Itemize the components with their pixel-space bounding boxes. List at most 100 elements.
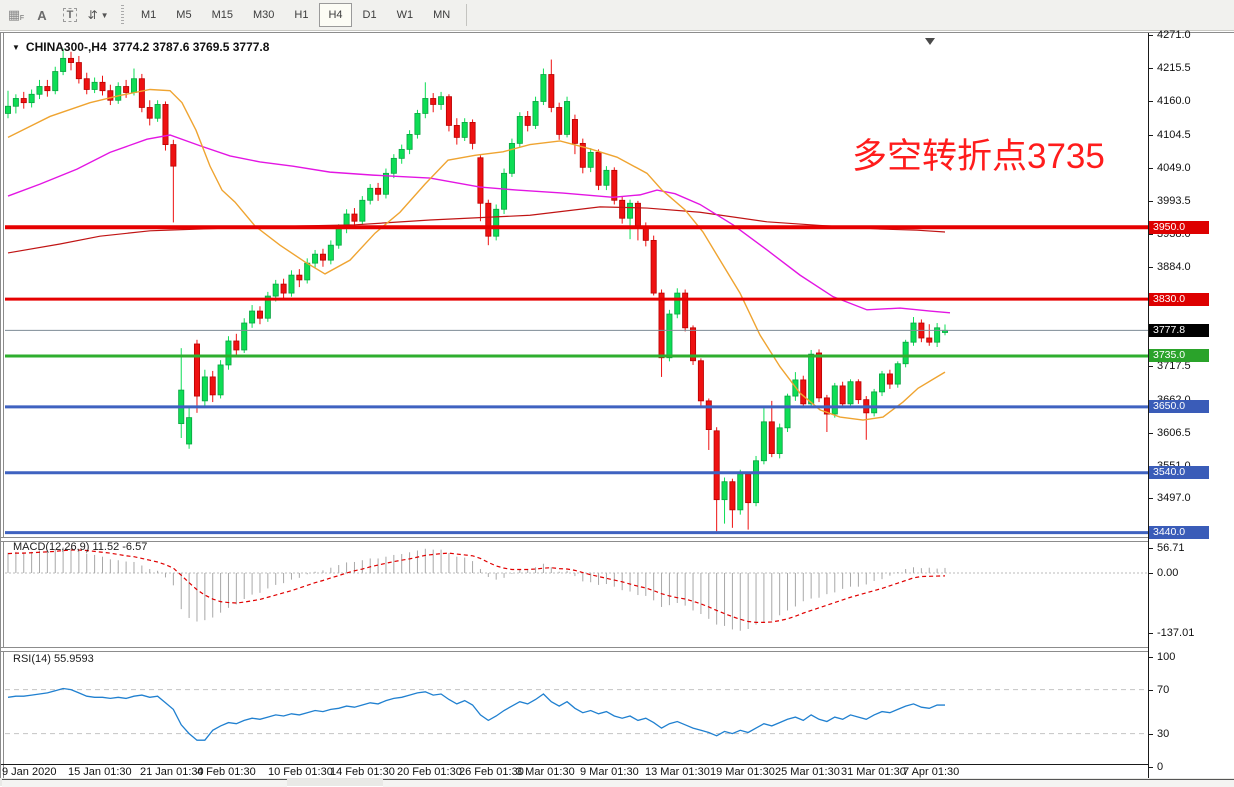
text-label-icon: T <box>62 8 78 22</box>
text-a-button[interactable]: A <box>29 2 55 28</box>
arrows-swap-button[interactable]: ⇵ ▼ <box>85 2 111 28</box>
candle <box>296 269 303 288</box>
time-axis-label: 20 Feb 01:30 <box>397 766 462 778</box>
dotted-grid-icon: ▦ F <box>7 7 25 22</box>
time-axis-label: 9 Mar 01:30 <box>580 766 639 778</box>
price-tick <box>1149 134 1153 136</box>
candle <box>886 369 893 389</box>
candle <box>154 100 161 122</box>
timeframe-button-w1[interactable]: W1 <box>396 9 414 21</box>
candle <box>816 349 823 403</box>
candle <box>327 240 334 265</box>
candle <box>658 289 665 377</box>
candle <box>115 82 122 104</box>
chart-frame-left-inner-border <box>3 32 4 786</box>
text-label-button[interactable]: T <box>57 2 83 28</box>
price-tick <box>1149 366 1153 368</box>
price-badge-3540.0: 3540.0 <box>1149 466 1209 480</box>
candle <box>469 119 476 150</box>
chart-expander-icon[interactable]: ▼ <box>12 42 20 52</box>
candle <box>634 200 641 241</box>
annotation-text[interactable]: 多空转折点3735 <box>852 137 1105 176</box>
timeframe-button-h1[interactable]: H1 <box>294 9 309 21</box>
candle <box>20 91 27 109</box>
price-tick-label: 4104.5 <box>1157 128 1191 141</box>
price-badge-3650.0: 3650.0 <box>1149 400 1209 414</box>
candle <box>461 118 468 141</box>
main-chart-pane[interactable] <box>0 36 1148 537</box>
ma-slow-darkred <box>7 206 946 254</box>
chart-shift-marker-icon[interactable] <box>925 38 935 45</box>
chart-ohlc-label: 3774.2 3787.6 3769.5 3777.8 <box>112 40 270 54</box>
macd-tick <box>1149 573 1153 574</box>
ma-mid-magenta <box>7 134 951 314</box>
price-tick <box>1149 35 1153 36</box>
macd-tick-label: 56.71 <box>1157 541 1185 554</box>
candle <box>784 393 791 433</box>
candle <box>697 358 704 409</box>
timeframe-button-h4[interactable]: H4 <box>319 3 352 27</box>
timeframe-button-m1[interactable]: M1 <box>141 9 157 21</box>
rsi-pane[interactable] <box>0 652 1148 764</box>
rsi-indicator-label: RSI(14) 55.9593 <box>13 653 94 665</box>
time-axis-label: 9 Jan 2020 <box>2 766 57 778</box>
candle <box>808 349 815 407</box>
candle <box>249 305 256 328</box>
candle <box>241 318 248 353</box>
candle <box>312 249 319 268</box>
timeframe-button-mn[interactable]: MN <box>433 9 451 21</box>
candle <box>209 370 216 403</box>
candle <box>430 93 437 113</box>
candle <box>406 130 413 155</box>
candle <box>619 196 626 224</box>
candle <box>359 196 366 225</box>
timeframe-button-m15[interactable]: M15 <box>211 9 233 21</box>
candle <box>91 77 98 94</box>
price-axis[interactable]: 4271.0 4215.5 4160.0 4104.5 4049.0 3993.5 3938… <box>1149 29 1234 773</box>
candle <box>540 68 547 106</box>
candle <box>768 400 775 458</box>
time-axis[interactable]: 9 Jan 2020 15 Jan 01:30 21 Jan 01:30 4 Feb … <box>0 765 1148 778</box>
price-tick <box>1149 399 1153 401</box>
pane-splitter-macd[interactable] <box>1 537 1148 542</box>
candle <box>52 66 59 95</box>
time-axis-label: 13 Mar 01:30 <box>645 766 710 778</box>
candle <box>595 149 602 191</box>
candle <box>532 96 539 130</box>
candle <box>201 369 208 409</box>
timeframe-button-m30[interactable]: M30 <box>252 9 275 21</box>
ma-fast-orange <box>7 88 946 421</box>
candle <box>556 102 563 140</box>
candle <box>934 323 941 347</box>
price-tick-label: 3993.5 <box>1157 195 1191 208</box>
timeframe-button-d1[interactable]: D1 <box>362 9 377 21</box>
candle <box>83 72 90 95</box>
toolbar-grip-handle[interactable] <box>120 5 125 25</box>
rsi-tick <box>1149 689 1153 691</box>
time-axis-label: 15 Jan 01:30 <box>68 766 132 778</box>
candle <box>225 336 232 370</box>
dotted-grid-button[interactable]: ▦ F <box>1 2 27 28</box>
candle <box>690 325 697 365</box>
price-tick <box>1149 201 1153 203</box>
macd-tick-label: -137.01 <box>1157 627 1195 640</box>
price-badge-3440.0: 3440.0 <box>1149 526 1209 540</box>
candle <box>508 138 515 177</box>
time-axis-label: 21 Jan 01:30 <box>140 766 204 778</box>
time-axis-label: 10 Feb 01:30 <box>268 766 333 778</box>
rsi-tick-label: 100 <box>1157 650 1176 663</box>
candle <box>130 68 137 96</box>
candle <box>453 118 460 145</box>
chart-frame-left-border <box>0 32 1 786</box>
docked-panel-edge-right <box>383 779 1234 787</box>
candle <box>855 379 862 404</box>
timeframe-button-m5[interactable]: M5 <box>176 9 192 21</box>
candle <box>414 109 421 139</box>
macd-pane[interactable] <box>0 540 1148 647</box>
candle <box>847 379 854 407</box>
candle <box>146 100 153 126</box>
pane-splitter-rsi[interactable] <box>1 647 1148 652</box>
time-axis-label: 14 Feb 01:30 <box>330 766 395 778</box>
candle <box>438 91 445 110</box>
candle <box>67 51 74 71</box>
